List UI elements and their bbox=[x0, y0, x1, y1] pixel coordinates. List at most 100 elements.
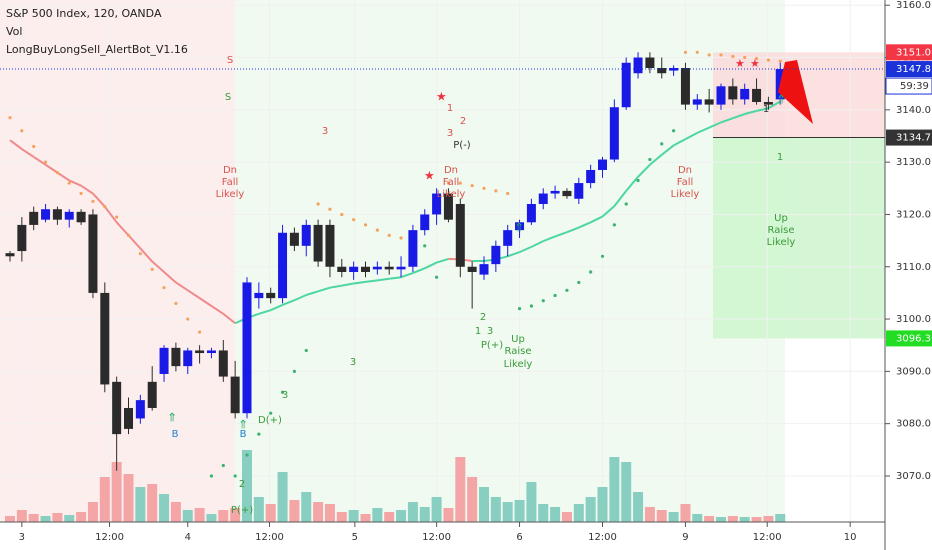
ma-segment bbox=[684, 131, 698, 141]
x-tick-label: 9 bbox=[682, 532, 688, 543]
candle-body bbox=[597, 159, 607, 170]
annotation: Dn bbox=[678, 165, 692, 176]
volume-bar bbox=[597, 487, 608, 522]
candle-body bbox=[562, 190, 572, 197]
candle-body bbox=[266, 292, 276, 299]
price-label-bg bbox=[886, 61, 932, 78]
volume-bar bbox=[28, 514, 39, 522]
up-arrow: ⇑ bbox=[776, 93, 786, 107]
y-tick-label: 3120.0 bbox=[896, 209, 931, 220]
ma-segment bbox=[613, 190, 627, 207]
volume-bar bbox=[87, 502, 98, 522]
volume-bar bbox=[478, 487, 489, 522]
sar-dot bbox=[257, 432, 261, 436]
volume-bar bbox=[692, 514, 703, 522]
candle-body bbox=[135, 400, 145, 419]
volume-bar bbox=[170, 502, 181, 522]
ma-segment bbox=[56, 171, 70, 182]
candle-body bbox=[313, 224, 323, 262]
sar-dot bbox=[660, 142, 664, 146]
ma-segment bbox=[33, 156, 47, 166]
volume-bar bbox=[502, 502, 513, 522]
candle-body bbox=[455, 203, 465, 267]
sar-dot bbox=[458, 181, 462, 185]
sar-dot bbox=[446, 181, 451, 185]
x-tick-label: 3 bbox=[19, 532, 25, 543]
ma-segment bbox=[601, 205, 616, 218]
y-tick-label: 3110.0 bbox=[896, 262, 931, 273]
volume-bar bbox=[147, 484, 158, 522]
candle-body bbox=[692, 99, 702, 105]
candle-body bbox=[29, 211, 39, 225]
volume-bar bbox=[64, 515, 75, 522]
sar-dot bbox=[754, 56, 759, 61]
sar-dot bbox=[589, 270, 593, 274]
x-tick-label: 4 bbox=[185, 532, 191, 543]
ma-segment bbox=[400, 272, 414, 279]
sar-dot bbox=[43, 160, 48, 164]
ma-segment bbox=[317, 286, 331, 293]
ma-segment bbox=[649, 154, 663, 166]
candle-body bbox=[550, 190, 560, 194]
volume-bar bbox=[585, 497, 596, 522]
annotation: 1 bbox=[777, 152, 783, 163]
sar-dot bbox=[363, 223, 368, 227]
candle-body bbox=[218, 350, 228, 377]
star: ★ bbox=[424, 169, 435, 183]
ma-segment bbox=[329, 284, 342, 289]
candle-body bbox=[360, 266, 370, 272]
ma-segment bbox=[661, 144, 675, 156]
candle-body bbox=[41, 209, 51, 220]
sar-dot bbox=[387, 233, 391, 237]
sar-dot bbox=[624, 202, 628, 206]
volume-bar bbox=[407, 502, 418, 522]
y-tick-label: 3160.0 bbox=[896, 0, 931, 11]
sar-dot bbox=[186, 317, 190, 321]
ma-segment bbox=[258, 309, 271, 315]
candle-body bbox=[183, 350, 193, 367]
candle-body bbox=[432, 193, 442, 215]
candle-body bbox=[100, 292, 110, 385]
price-label: 3147.8 bbox=[896, 64, 931, 75]
candle-body bbox=[171, 347, 181, 367]
overlays bbox=[713, 52, 885, 339]
annotation: 3 bbox=[350, 357, 356, 368]
sar-dot bbox=[529, 304, 533, 308]
x-tick-label: 12:00 bbox=[95, 532, 124, 543]
candle-body bbox=[325, 224, 335, 267]
ma-segment bbox=[377, 277, 390, 282]
annotation: Dn bbox=[223, 165, 237, 176]
sar-dot bbox=[778, 59, 782, 63]
sar-dot bbox=[636, 178, 640, 183]
annotation: Likely bbox=[767, 237, 796, 248]
annotation: 1 bbox=[763, 104, 769, 115]
up-arrow: ⇑ bbox=[514, 221, 524, 235]
sar-dot bbox=[328, 207, 332, 211]
volume-bar bbox=[644, 507, 655, 522]
annotation: 3 bbox=[487, 326, 493, 337]
volume-bar bbox=[76, 512, 87, 522]
x-tick-label: 12:00 bbox=[255, 532, 284, 543]
ma-segment bbox=[542, 235, 556, 243]
sar-dot bbox=[280, 390, 285, 394]
ma-segment bbox=[341, 282, 354, 287]
ma-segment bbox=[767, 100, 781, 110]
ma-segment bbox=[696, 126, 710, 134]
sar-dot bbox=[79, 191, 83, 196]
sar-dot bbox=[731, 54, 735, 59]
candle-body bbox=[633, 57, 643, 74]
ma-segment bbox=[305, 290, 319, 296]
candle-body bbox=[526, 203, 536, 223]
sar-dot bbox=[174, 301, 178, 305]
candle-body bbox=[159, 347, 169, 374]
candle-body bbox=[503, 230, 513, 246]
y-tick-label: 3140.0 bbox=[896, 105, 931, 116]
annotation: D(+) bbox=[258, 415, 282, 426]
up-arrow: ⇑ bbox=[167, 411, 177, 425]
candle-body bbox=[621, 62, 631, 108]
volume-bar bbox=[265, 504, 276, 522]
indicator-label: LongBuyLongSell_AlertBot_V1.16 bbox=[6, 43, 188, 56]
sar-dot bbox=[352, 218, 356, 222]
sar-dot bbox=[671, 129, 676, 133]
